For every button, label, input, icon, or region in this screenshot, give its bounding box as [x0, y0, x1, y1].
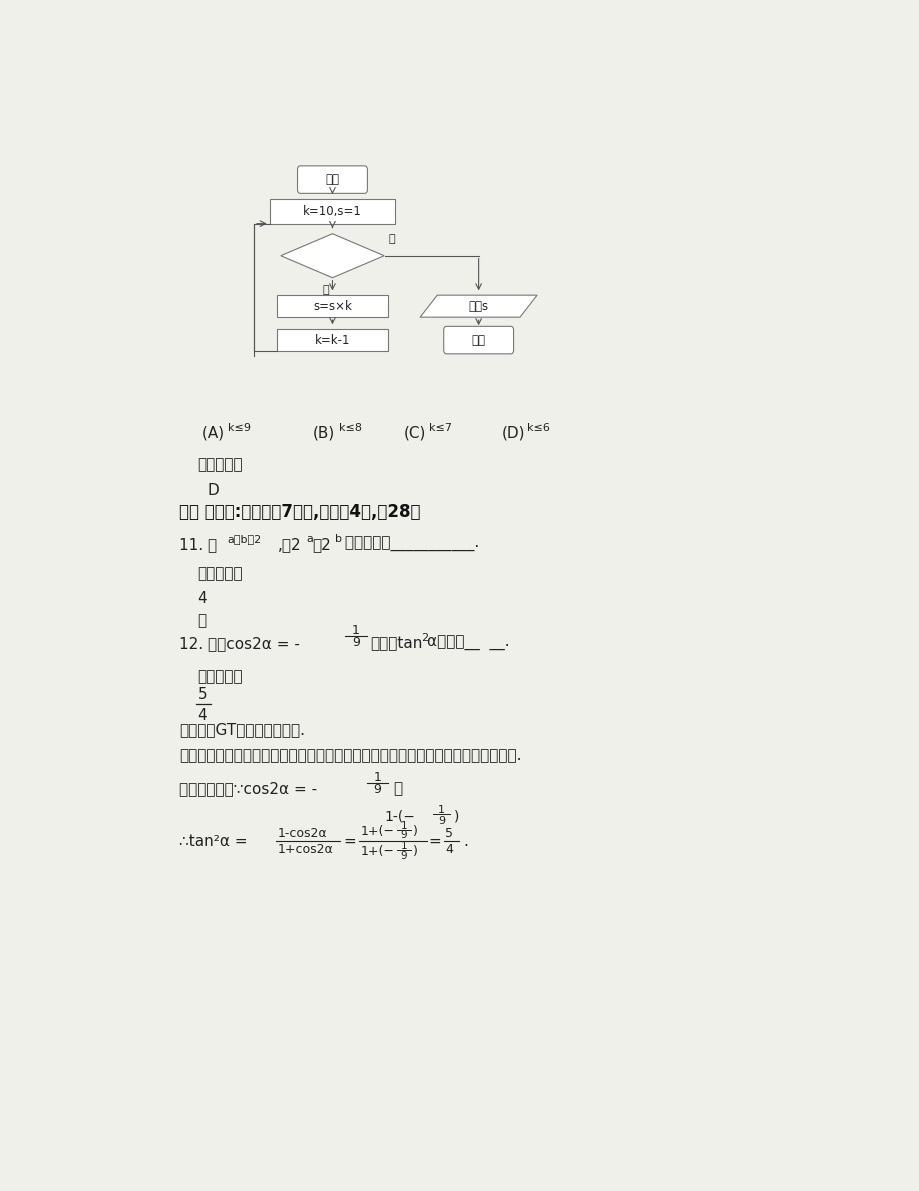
Text: (A): (A) [202, 425, 229, 441]
Text: =: = [428, 834, 441, 849]
Text: 4: 4 [445, 843, 452, 856]
Text: b: b [335, 534, 341, 544]
Text: 11. 若: 11. 若 [179, 537, 217, 553]
Text: 1+(−: 1+(− [360, 846, 394, 859]
Text: α的值为__  __.: α的值为__ __. [426, 636, 508, 651]
Text: 9: 9 [352, 636, 359, 649]
Text: s=s×k: s=s×k [312, 300, 352, 313]
Text: (B): (B) [312, 425, 335, 441]
Text: k=10,s=1: k=10,s=1 [302, 205, 361, 218]
Bar [277, 329, 387, 351]
Text: 【解答】解：∵cos2α = -: 【解答】解：∵cos2α = - [179, 781, 317, 796]
Text: 参考答案：: 参考答案： [198, 669, 243, 684]
Text: 9: 9 [400, 852, 406, 861]
Text: 二、 填空题:本大题共7小题,每小题4分,共28分: 二、 填空题:本大题共7小题,每小题4分,共28分 [179, 503, 420, 520]
Polygon shape [280, 233, 384, 278]
Text: ,则2: ,则2 [278, 537, 301, 553]
FancyBboxPatch shape [443, 326, 513, 354]
Bar [277, 295, 387, 317]
Text: D: D [208, 484, 220, 498]
Text: 1: 1 [373, 771, 380, 784]
Text: 12. 已知cos2α = -: 12. 已知cos2α = - [179, 636, 300, 651]
Text: k≤6: k≤6 [527, 423, 550, 434]
Text: k=k-1: k=k-1 [314, 333, 350, 347]
Text: =: = [343, 834, 356, 849]
Text: 1: 1 [400, 821, 406, 831]
Text: ): ) [453, 810, 459, 824]
Text: 4: 4 [198, 707, 207, 723]
Text: k≤9: k≤9 [227, 423, 250, 434]
Text: 1: 1 [400, 841, 406, 852]
Text: 9: 9 [400, 830, 406, 841]
Text: 的最小值为___________.: 的最小值为___________. [340, 537, 479, 553]
Text: k≤7: k≤7 [428, 423, 451, 434]
Text: 2: 2 [421, 634, 428, 643]
Text: 1-cos2α: 1-cos2α [278, 827, 327, 840]
Text: 4: 4 [198, 591, 207, 606]
Text: 输出s: 输出s [468, 300, 488, 313]
Text: k≤8: k≤8 [338, 423, 361, 434]
Text: 参考答案：: 参考答案： [198, 457, 243, 473]
Text: ＋2: ＋2 [312, 537, 330, 553]
Text: 1: 1 [352, 624, 359, 637]
Text: ∴tan²α =: ∴tan²α = [179, 834, 247, 849]
Text: a＋b＝2: a＋b＝2 [227, 534, 261, 544]
Text: 【分析】利用半角公式、正切函数二倍角公式、同角三角函数关系式求解即可得答案.: 【分析】利用半角公式、正切函数二倍角公式、同角三角函数关系式求解即可得答案. [179, 748, 521, 763]
Text: 是: 是 [388, 235, 394, 244]
Text: 略: 略 [198, 613, 207, 628]
Text: 参考答案：: 参考答案： [198, 567, 243, 581]
Text: 1-(−: 1-(− [384, 810, 415, 824]
Text: 结束: 结束 [471, 333, 485, 347]
Text: 1: 1 [437, 805, 445, 815]
Text: 5: 5 [198, 687, 207, 703]
Text: a: a [306, 534, 312, 544]
Text: (D): (D) [502, 425, 525, 441]
FancyBboxPatch shape [297, 166, 367, 193]
Text: 【考点】GT：二倍角的余弦.: 【考点】GT：二倍角的余弦. [179, 723, 305, 737]
Text: 开始: 开始 [325, 173, 339, 186]
Polygon shape [420, 295, 537, 317]
Text: 否: 否 [322, 285, 328, 295]
Text: ): ) [413, 825, 417, 838]
Text: 1+cos2α: 1+cos2α [278, 843, 333, 856]
Text: 9: 9 [373, 782, 380, 796]
Text: 1+(−: 1+(− [360, 825, 394, 838]
Text: (C): (C) [403, 425, 425, 441]
Text: 9: 9 [437, 816, 445, 825]
Text: ): ) [413, 846, 417, 859]
Text: ，那么tan: ，那么tan [369, 636, 422, 651]
Text: ，: ， [392, 781, 402, 796]
Bar [270, 199, 394, 224]
Text: 5: 5 [445, 827, 453, 840]
Text: .: . [462, 834, 467, 849]
